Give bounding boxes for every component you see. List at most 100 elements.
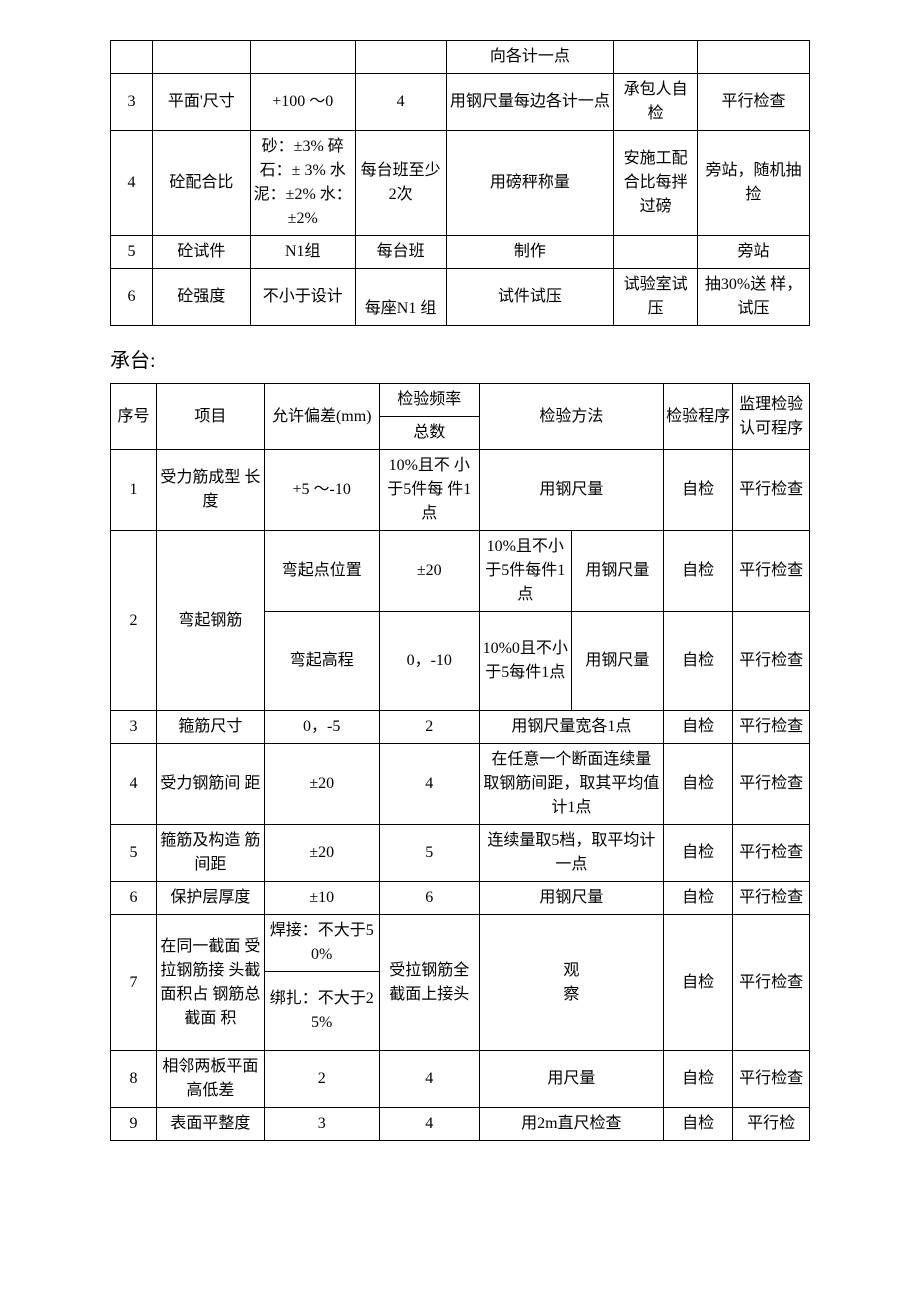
cell: 每座N1 组 [355, 269, 446, 326]
cell: 箍筋尺寸 [157, 711, 265, 744]
cell: 砼配合比 [152, 131, 250, 236]
cell: 3 [264, 1108, 379, 1141]
cell: 10%0且不小 于5每件1点 [479, 612, 571, 711]
cell: 自检 [664, 531, 733, 612]
cell [355, 41, 446, 74]
cell: 8 [111, 1051, 157, 1108]
cell: 平行检 [733, 1108, 810, 1141]
header-cell: 监理检验认可程序 [733, 384, 810, 450]
cell: 0，-5 [264, 711, 379, 744]
cell: 10%且不 小于5件每 件1点 [379, 450, 479, 531]
cell: 2 [111, 531, 157, 711]
cell: 7 [111, 915, 157, 1051]
cell: 平行检查 [733, 744, 810, 825]
cell: 每台班至少2次 [355, 131, 446, 236]
table-row: 4 砼配合比 砂：±3% 碎石：± 3% 水泥：±2% 水：±2% 每台班至少2… [111, 131, 810, 236]
cell: 在任意一个断面连续量 取钢筋间距，取其平均值 计1点 [479, 744, 663, 825]
cell: 弯起高程 [264, 612, 379, 711]
cell: 在同一截面 受拉钢筋接 头截面积占 钢筋总截面 积 [157, 915, 265, 1051]
cell: ±20 [264, 825, 379, 882]
cell: 用尺量 [479, 1051, 663, 1108]
table-row: 7 在同一截面 受拉钢筋接 头截面积占 钢筋总截面 积 焊接：不大于50% 受拉… [111, 915, 810, 972]
cell: +5 ～-10 [264, 450, 379, 531]
table-row: 1 受力筋成型 长度 +5 ～-10 10%且不 小于5件每 件1点 用钢尺量 … [111, 450, 810, 531]
cell: 向各计一点 [446, 41, 614, 74]
cell: 受力筋成型 长度 [157, 450, 265, 531]
cell: 5 [379, 825, 479, 882]
header-cell: 序号 [111, 384, 157, 450]
cell: 平行检查 [698, 74, 810, 131]
cell: 4 [379, 744, 479, 825]
table-row: 4 受力钢筋间 距 ±20 4 在任意一个断面连续量 取钢筋间距，取其平均值 计… [111, 744, 810, 825]
cell: 每台班 [355, 236, 446, 269]
cell: 自检 [664, 711, 733, 744]
cell: 安施工配合比每拌 过磅 [614, 131, 698, 236]
cell: 用2m直尺检查 [479, 1108, 663, 1141]
cell: 平行检查 [733, 450, 810, 531]
cell: 受力钢筋间 距 [157, 744, 265, 825]
cell: 3 [111, 711, 157, 744]
header-row: 序号 项目 允许偏差(mm) 检验频率 检验方法 检验程序 监理检验认可程序 [111, 384, 810, 417]
cell: 制作 [446, 236, 614, 269]
cell: 试验室试 压 [614, 269, 698, 326]
cell: 2 [379, 711, 479, 744]
header-cell: 项目 [157, 384, 265, 450]
cell: 绑扎：不大于25% [264, 972, 379, 1051]
header-cell: 检验程序 [664, 384, 733, 450]
cell: 砼试件 [152, 236, 250, 269]
cell: 平行检查 [733, 1051, 810, 1108]
cell: 自检 [664, 450, 733, 531]
header-cell: 允许偏差(mm) [264, 384, 379, 450]
cell: 承包人自检 [614, 74, 698, 131]
table-row: 3 平面'尺寸 +100 ～0 4 用钢尺量每边各计一点 承包人自检 平行检查 [111, 74, 810, 131]
cell: 平行检查 [733, 882, 810, 915]
cell: 用钢尺量 [571, 612, 663, 711]
cell: 受拉钢筋全截面上接头 [379, 915, 479, 1051]
cell: 0，-10 [379, 612, 479, 711]
cell: 观 察 [479, 915, 663, 1051]
cell: 砼强度 [152, 269, 250, 326]
cell: 试件试压 [446, 269, 614, 326]
cell: 用钢尺量每边各计一点 [446, 74, 614, 131]
cell: +100 ～0 [250, 74, 355, 131]
cell: 平行检查 [733, 711, 810, 744]
cell: ±20 [264, 744, 379, 825]
cell: 4 [111, 131, 153, 236]
cell [250, 41, 355, 74]
cell: 弯起钢筋 [157, 531, 265, 711]
cell: 5 [111, 825, 157, 882]
cell: 旁站 [698, 236, 810, 269]
cell: 相邻两板平面高低差 [157, 1051, 265, 1108]
cell: ±10 [264, 882, 379, 915]
cell: 保护层厚度 [157, 882, 265, 915]
cell: 5 [111, 236, 153, 269]
cell: 自检 [664, 915, 733, 1051]
cell: ±20 [379, 531, 479, 612]
cell: 砂：±3% 碎石：± 3% 水泥：±2% 水：±2% [250, 131, 355, 236]
cell: 自检 [664, 825, 733, 882]
cell: 6 [379, 882, 479, 915]
cell: 用钢尺量 [571, 531, 663, 612]
cell [614, 41, 698, 74]
cell: 用钢尺量 [479, 882, 663, 915]
table-row: 6 砼强度 不小于设计 每座N1 组 试件试压 试验室试 压 抽30%送 样， … [111, 269, 810, 326]
cell: 平面'尺寸 [152, 74, 250, 131]
cell: N1组 [250, 236, 355, 269]
cell: 平行检查 [733, 915, 810, 1051]
cell: 用钢尺量 [479, 450, 663, 531]
cell: 6 [111, 269, 153, 326]
cell [614, 236, 698, 269]
cell: 自检 [664, 882, 733, 915]
table-row: 向各计一点 [111, 41, 810, 74]
cell: 箍筋及构造 筋间距 [157, 825, 265, 882]
table-row: 8 相邻两板平面高低差 2 4 用尺量 自检 平行检查 [111, 1051, 810, 1108]
cell: 4 [111, 744, 157, 825]
cell: 自检 [664, 744, 733, 825]
cell: 3 [111, 74, 153, 131]
cell: 用钢尺量宽各1点 [479, 711, 663, 744]
cell: 4 [379, 1051, 479, 1108]
cell [152, 41, 250, 74]
cell [698, 41, 810, 74]
cell: 表面平整度 [157, 1108, 265, 1141]
cell: 平行检查 [733, 825, 810, 882]
